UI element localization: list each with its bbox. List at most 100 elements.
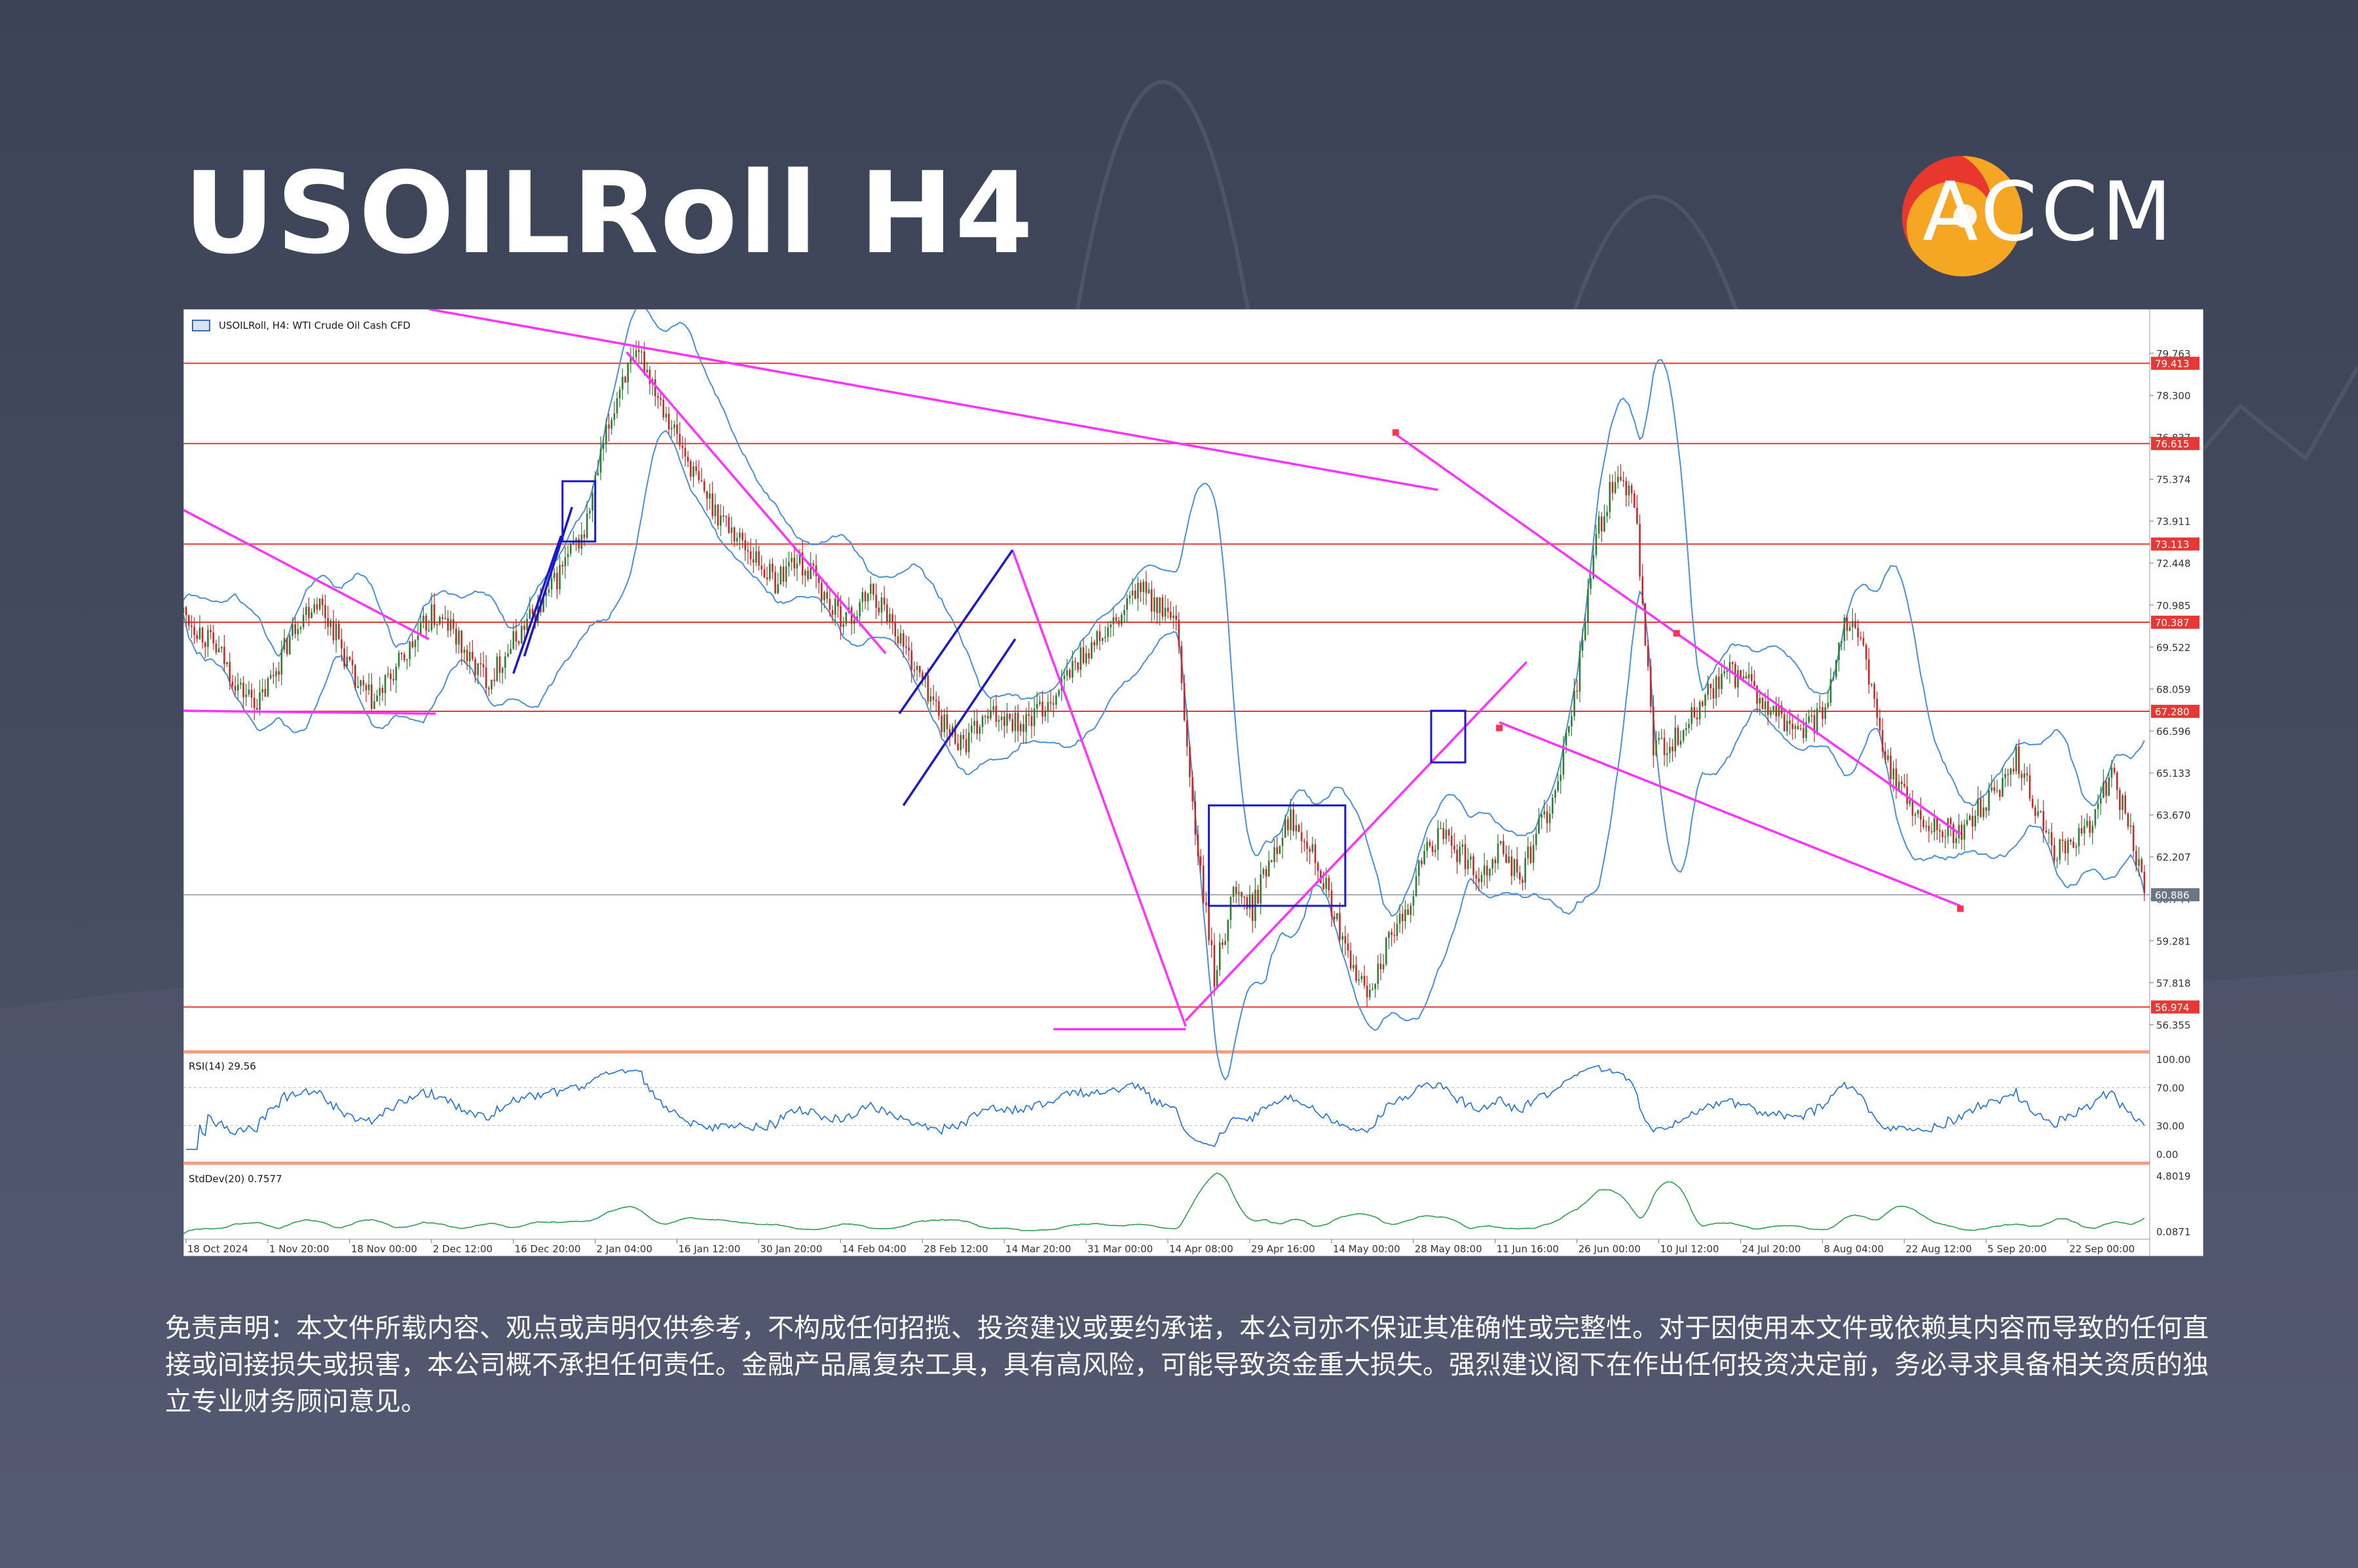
x-tick-label: 11 Jun 16:00: [1497, 1243, 1559, 1255]
candle-body: [1194, 801, 1197, 835]
candle-body: [1803, 728, 1805, 738]
candle-body: [1379, 963, 1382, 969]
candle-body: [1006, 713, 1008, 726]
candle-body: [493, 679, 495, 681]
x-tick-label: 28 May 08:00: [1415, 1243, 1482, 1255]
candle-body: [183, 607, 185, 614]
candle-body: [1464, 844, 1467, 869]
candle-body: [2048, 832, 2050, 834]
candle-body: [441, 617, 443, 619]
candle-body: [542, 595, 544, 612]
candle-body: [212, 632, 215, 644]
x-tick-label: 8 Aug 04:00: [1824, 1243, 1884, 1255]
candle-body: [910, 650, 913, 670]
candle-body: [850, 607, 853, 624]
candle-body: [1082, 647, 1085, 663]
candle-body: [332, 620, 335, 641]
candle-body: [1030, 715, 1033, 726]
candle-body: [660, 398, 662, 400]
candle-body: [1404, 909, 1406, 922]
candle-body: [1922, 819, 1924, 827]
candle-body: [1887, 755, 1889, 760]
x-tick-label: 29 Apr 16:00: [1251, 1243, 1315, 1255]
candle-body: [1772, 705, 1774, 711]
candle-body: [2083, 826, 2086, 834]
candle-body: [1696, 717, 1698, 720]
candle-body: [561, 565, 564, 567]
candle-body: [1461, 844, 1464, 847]
candle-body: [1701, 701, 1704, 706]
candle-body: [210, 629, 212, 633]
anchor-marker: [1673, 629, 1680, 637]
candle-body: [1426, 842, 1429, 851]
candle-body: [1761, 698, 1764, 709]
candle-body: [1527, 846, 1529, 859]
anchor-marker: [1392, 429, 1399, 436]
candle-body: [1330, 890, 1333, 917]
candle-body: [1682, 730, 1685, 741]
candle-body: [1644, 603, 1647, 646]
candle-body: [1410, 905, 1412, 915]
level-price-label: 76.615: [2155, 438, 2190, 450]
candle-body: [967, 732, 970, 753]
candle-body: [902, 633, 905, 647]
candle-body: [1300, 832, 1303, 842]
candle-body: [1421, 860, 1423, 865]
candle-body: [1117, 620, 1120, 625]
candle-body: [1028, 714, 1030, 716]
candle-body: [221, 646, 223, 649]
candle-body: [559, 565, 561, 589]
candle-body: [703, 481, 705, 491]
candle-body: [308, 607, 310, 618]
candle-body: [2056, 859, 2058, 861]
candle-body: [1721, 673, 1723, 689]
candle-body: [1759, 698, 1761, 704]
candle-body: [1598, 516, 1600, 534]
candle-body: [1698, 701, 1701, 720]
level-price-label: 73.113: [2155, 539, 2190, 551]
candle-body: [1156, 597, 1158, 614]
candle-body: [1017, 713, 1019, 732]
candle-body: [447, 618, 449, 631]
level-price-label: 79.413: [2155, 358, 2190, 370]
candle-body: [2094, 809, 2097, 826]
candle-body: [671, 428, 673, 430]
candle-body: [458, 630, 460, 645]
candle-body: [1287, 819, 1289, 831]
x-tick-label: 30 Jan 20:00: [760, 1243, 822, 1255]
candle-body: [981, 716, 984, 727]
candle-body: [1134, 590, 1136, 599]
candle-body: [491, 679, 493, 690]
candle-body: [1936, 818, 1938, 831]
candle-body: [1625, 481, 1627, 495]
candle-body: [768, 563, 771, 580]
candle-body: [1603, 516, 1605, 532]
candle-body: [245, 694, 248, 698]
candle-body: [948, 729, 951, 736]
candle-body: [1265, 868, 1267, 877]
trendline: [183, 509, 430, 641]
candle-body: [436, 624, 438, 625]
candle-body: [1925, 825, 1928, 827]
candle-body: [365, 685, 367, 690]
candle-body: [1336, 913, 1338, 920]
candle-body: [1573, 690, 1575, 717]
candle-body: [1453, 846, 1455, 850]
channel-line: [523, 506, 574, 657]
candle-body: [1939, 830, 1941, 832]
candle-body: [1480, 874, 1483, 882]
candle-body: [504, 656, 506, 668]
candle-body: [496, 656, 498, 681]
x-tick-label: 22 Aug 12:00: [1905, 1243, 1972, 1255]
candle-body: [2053, 845, 2055, 861]
candle-body: [796, 563, 798, 569]
candle-body: [1712, 688, 1715, 699]
candle-body: [2103, 781, 2105, 798]
candle-body: [217, 648, 220, 652]
candle-body: [1009, 713, 1011, 719]
candle-body: [1974, 815, 1976, 827]
candle-body: [1641, 576, 1643, 604]
candle-body: [2070, 840, 2072, 842]
candle-body: [1066, 670, 1068, 676]
candle-body: [1557, 781, 1559, 791]
